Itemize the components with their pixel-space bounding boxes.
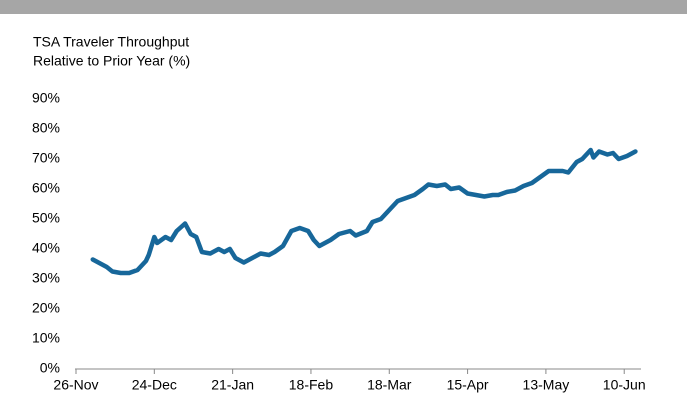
x-tick-label: 13-May — [523, 377, 570, 393]
chart-title: TSA Traveler Throughput — [33, 34, 189, 50]
y-tick-label: 60% — [32, 180, 60, 196]
y-tick-label: 50% — [32, 210, 60, 226]
y-tick-label: 10% — [32, 330, 60, 346]
y-tick-label: 40% — [32, 240, 60, 256]
chart-title: Relative to Prior Year (%) — [33, 53, 190, 69]
x-tick-label: 24-Dec — [132, 377, 177, 393]
line-series — [90, 147, 638, 276]
x-tick-label: 10-Jun — [603, 377, 646, 393]
top-bar — [0, 0, 687, 14]
y-tick-label: 80% — [32, 120, 60, 136]
x-tick-label: 18-Feb — [289, 377, 334, 393]
y-tick-label: 0% — [40, 360, 60, 376]
x-tick-label: 21-Jan — [211, 377, 254, 393]
x-tick-label: 18-Mar — [367, 377, 412, 393]
x-tick-label: 26-Nov — [53, 377, 98, 393]
y-tick-label: 20% — [32, 300, 60, 316]
y-tick-label: 90% — [32, 90, 60, 106]
y-tick-label: 70% — [32, 150, 60, 166]
x-tick-label: 15-Apr — [447, 377, 489, 393]
y-tick-label: 30% — [32, 270, 60, 286]
